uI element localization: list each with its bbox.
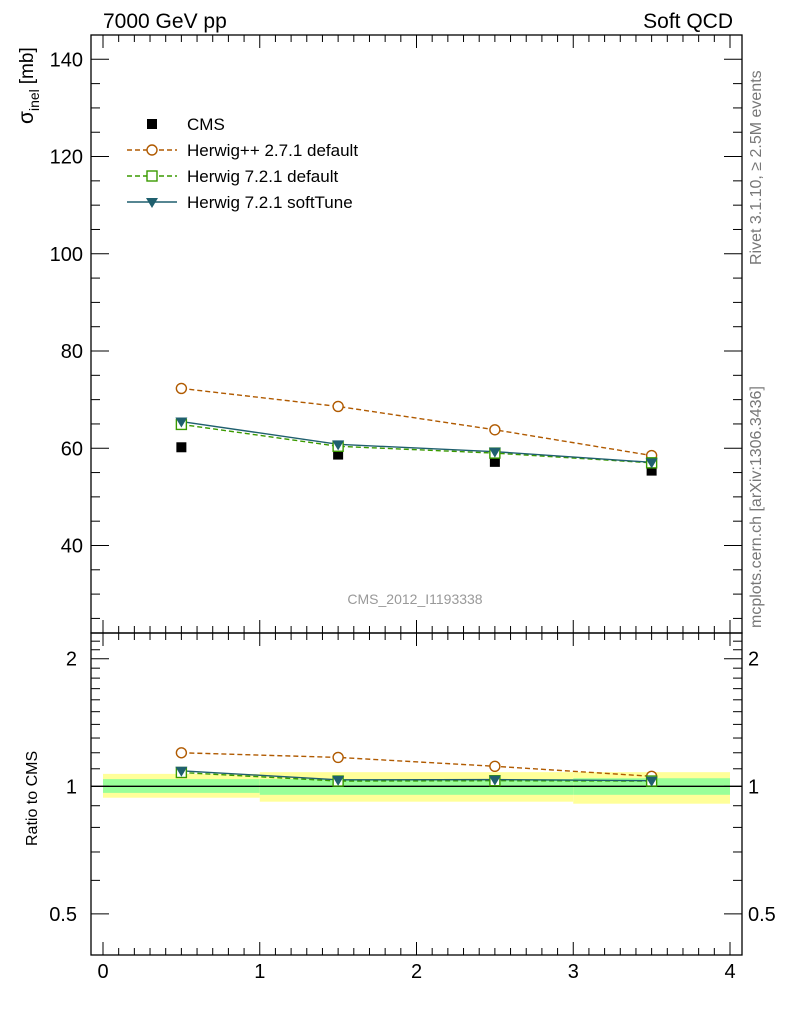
main-series-line-herwig_721_default [181,423,652,464]
legend-label-herwigpp_271: Herwig++ 2.7.1 default [187,141,358,160]
svg-text:σinel[mb]: σinel [mb] [15,47,42,124]
main-marker-herwig_721_softtune [645,458,658,469]
main-y-axis-label: σinel [mb] [15,47,42,124]
tick-labels: 40 60 80 100 120 140 0.5 0.5 1 1 2 2 0 1 2 3 4 [49,49,776,983]
ratio-marker-herwigpp_271 [175,747,188,759]
main-marker-cms [176,442,187,453]
legend-marker-cms [147,119,157,129]
x-tick-label: 4 [724,961,735,983]
main-y-tick-label: 100 [50,244,83,266]
main-marker-herwig_721_softtune [488,447,501,458]
rivet-side-text: Rivet 3.1.10, ≥ 2.5M events [748,70,765,265]
ratio-y-tick-label-right: 2 [748,649,759,671]
x-tick-label: 3 [568,961,579,983]
ratio-marker-herwig_721_softtune [645,776,658,787]
main-y-tick-label: 120 [50,147,83,169]
ratio-y-tick-label-right: 1 [748,776,759,798]
main-marker-herwig_721_softtune [332,440,345,451]
main-y-tick-label: 40 [61,535,83,557]
legend: CMS Herwig++ 2.7.1 default Herwig 7.2.1 de… [127,115,358,212]
series-markers [175,382,658,787]
main-marker-herwigpp_271 [332,400,344,413]
main-marker-herwig_721_softtune [175,417,188,428]
main-series-line-herwig_721_softtune [181,420,652,464]
ratio-marker-herwigpp_271 [489,760,501,772]
main-y-tick-label: 60 [61,438,83,460]
ratio-marker-herwigpp_271 [332,751,344,764]
ylabel-unit: [mb] [17,47,38,84]
ratio-marker-herwig_721_softtune [175,766,188,777]
main-series-line-herwigpp_271 [181,387,652,457]
main-marker-cms [333,449,344,460]
ratio-y-tick-label: 1 [66,776,77,798]
main-marker-herwigpp_271 [489,424,501,436]
x-tick-label: 1 [254,961,265,983]
ylabel-subscript: inel [26,89,42,111]
ratio-y-axis-label: Ratio to CMS [24,751,41,846]
series-lines [181,387,652,782]
header-right-label: Soft QCD [643,10,733,33]
ratio-series-line-herwig_721_default [181,771,652,782]
legend-label-cms: CMS [187,115,225,134]
analysis-id-label: CMS_2012_I1193338 [347,591,482,607]
legend-label-herwig_721_softtune: Herwig 7.2.1 softTune [187,193,353,212]
ratio-marker-herwig_721_softtune [488,775,501,786]
x-tick-label: 2 [411,961,422,983]
main-marker-herwigpp_271 [175,382,188,395]
ratio-bands [103,772,730,804]
mcplots-side-text: mcplots.cern.ch [arXiv:1306.3436] [748,386,765,628]
ratio-y-tick-label-right: 0.5 [748,904,776,926]
main-marker-cms [646,465,657,476]
axis-ticks [91,34,742,956]
ratio-series-line-herwigpp_271 [181,752,652,777]
legend-marker-herwig_721_softtune [146,198,158,208]
ratio-y-tick-label: 2 [66,649,77,671]
main-marker-cms [489,456,500,467]
main-y-tick-label: 80 [61,341,83,363]
ylabel-symbol: σ [15,111,38,124]
legend-label-herwig_721_default: Herwig 7.2.1 default [187,167,338,186]
header-left-label: 7000 GeV pp [103,10,227,33]
ratio-y-tick-label: 0.5 [49,904,77,926]
legend-marker-herwigpp_271 [146,144,158,156]
ratio-series-line-herwig_721_softtune [181,770,652,782]
main-y-tick-label: 140 [50,49,83,71]
ratio-marker-herwig_721_softtune [332,775,345,786]
legend-marker-herwig_721_default [146,170,158,182]
x-tick-label: 0 [97,961,108,983]
